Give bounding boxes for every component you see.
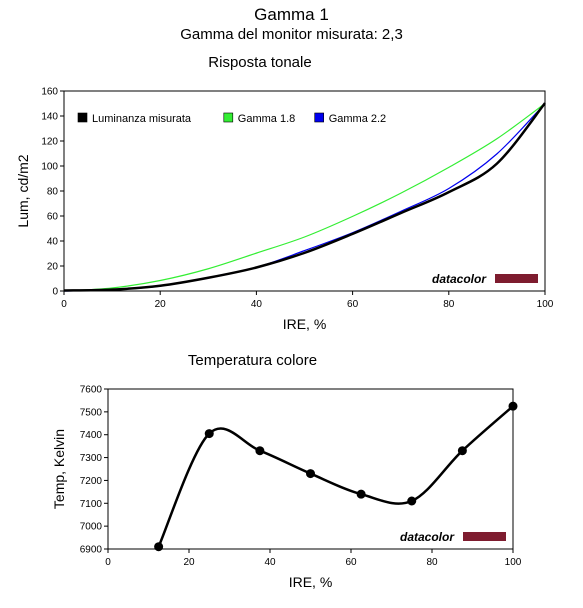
color-temperature-chart-title: Temperatura colore <box>187 352 318 369</box>
page-title: Gamma 1 <box>254 5 329 24</box>
y-tick-label: 80 <box>47 187 59 198</box>
page-subtitle: Gamma del monitor misurata: 2,3 <box>180 26 403 43</box>
y-tick-label: 140 <box>41 112 58 123</box>
y-tick-label: 100 <box>41 162 58 173</box>
datacolor-logo: datacolor <box>432 272 487 286</box>
x-tick-label: 20 <box>155 299 167 310</box>
y-tick-label: 60 <box>47 212 59 223</box>
y-tick-label: 160 <box>41 87 58 98</box>
series-line-luminanza-misurata <box>63 102 546 292</box>
legend-swatch <box>77 112 88 123</box>
x-tick-label: 100 <box>537 299 554 310</box>
x-tick-label: 60 <box>347 299 359 310</box>
legend-label: Luminanza misurata <box>92 113 192 125</box>
y-tick-label: 120 <box>41 137 58 148</box>
y-tick-label: 0 <box>52 287 58 298</box>
legend-label: Gamma 2.2 <box>329 113 386 125</box>
legend-swatch <box>223 112 234 123</box>
x-axis-label: IRE, % <box>283 316 327 332</box>
datacolor-logo-bar <box>495 274 538 283</box>
series-line-gamma-2-2 <box>63 103 546 292</box>
tonal-response-chart-title: Risposta tonale <box>208 54 312 71</box>
series-line-gamma-1-8 <box>63 103 546 292</box>
x-tick-label: 40 <box>251 299 263 310</box>
y-tick-label: 40 <box>47 237 59 248</box>
x-tick-label: 80 <box>443 299 455 310</box>
legend-label: Gamma 1.8 <box>238 113 295 125</box>
legend-swatch <box>314 112 325 123</box>
y-axis-label: Lum, cd/m2 <box>15 154 31 227</box>
x-tick-label: 0 <box>61 299 67 310</box>
y-tick-label: 20 <box>47 262 59 273</box>
